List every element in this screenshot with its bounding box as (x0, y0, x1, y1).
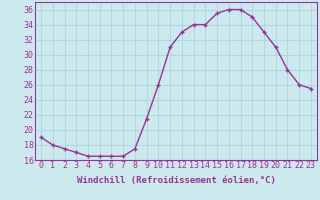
X-axis label: Windchill (Refroidissement éolien,°C): Windchill (Refroidissement éolien,°C) (76, 176, 276, 185)
